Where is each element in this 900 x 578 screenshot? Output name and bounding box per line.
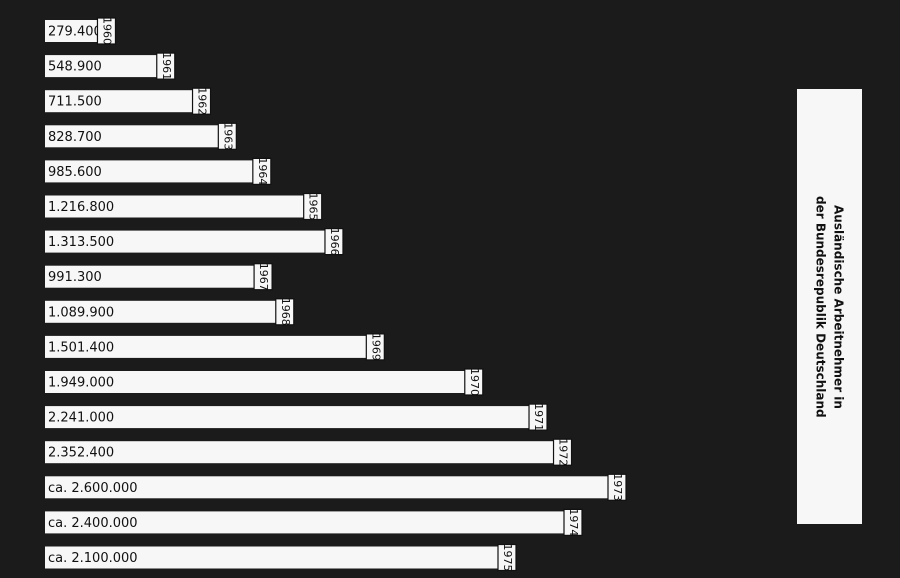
bar [45,511,573,534]
bar [45,230,334,253]
value-label: 2.241.000 [48,411,114,426]
year-box [217,122,237,150]
year-box [253,263,273,291]
bar [45,441,563,464]
year-box [497,543,517,572]
year-box [96,17,117,45]
value-label: 1.501.400 [48,340,114,355]
bar [45,160,262,183]
bar [45,335,376,358]
chart-title: Ausländische Arbeitnehmer in der Bundesr… [813,195,846,418]
bar [45,300,285,323]
value-label: 828.700 [48,130,102,145]
y-tick-label: 1960 [100,17,113,45]
value-label: 1.949.000 [48,376,114,391]
y-tick-label: 1962 [196,87,209,115]
y-tick-label: 1970 [468,368,481,396]
year-box [252,157,272,185]
y-tick-label: 1971 [532,403,545,431]
year-box [156,52,176,80]
y-tick-label: 1974 [567,508,580,536]
value-label: 1.313.500 [48,235,114,250]
bar [45,195,313,218]
value-label: ca. 2.100.000 [48,551,138,566]
value-label: ca. 2.600.000 [48,481,138,496]
y-tick-label: 1964 [256,157,269,185]
y-tick-label: 1966 [328,228,341,256]
value-label: 2.352.400 [48,446,114,461]
value-label: 1.216.800 [48,200,114,215]
year-box [275,298,295,326]
year-box [365,333,385,361]
bar [45,546,507,569]
bar [45,476,617,499]
year-box [191,87,212,115]
value-label: 1.089.900 [48,305,114,320]
value-label: 991.300 [48,270,102,285]
year-box [528,403,548,431]
bar [45,90,202,113]
year-box [303,192,323,221]
bar [45,371,474,393]
value-label: 548.900 [48,60,102,75]
bar [45,406,539,429]
y-tick-label: 1963 [221,122,234,150]
year-box [552,438,573,466]
year-box [607,473,627,501]
year-box [324,228,344,256]
year-box [464,368,484,396]
y-tick-label: 1973 [611,473,624,501]
year-box [563,508,583,536]
y-tick-label: 1975 [501,544,514,572]
bar [45,125,228,148]
y-tick-label: 1961 [160,52,173,80]
y-tick-label: 1969 [369,333,382,361]
y-tick-label: 1965 [307,193,320,221]
value-label: 279.400 [48,25,102,40]
y-tick-label: 1967 [257,263,270,291]
value-label: 711.500 [48,95,102,110]
bar [45,265,264,288]
value-label: 985.600 [48,165,102,180]
value-label: ca. 2.400.000 [48,516,138,531]
y-tick-label: 1968 [279,298,292,326]
bar [45,55,166,78]
title-box: Ausländische Arbeitnehmer in der Bundesr… [797,89,862,524]
y-tick-label: 1972 [557,438,570,466]
bar [45,20,107,42]
